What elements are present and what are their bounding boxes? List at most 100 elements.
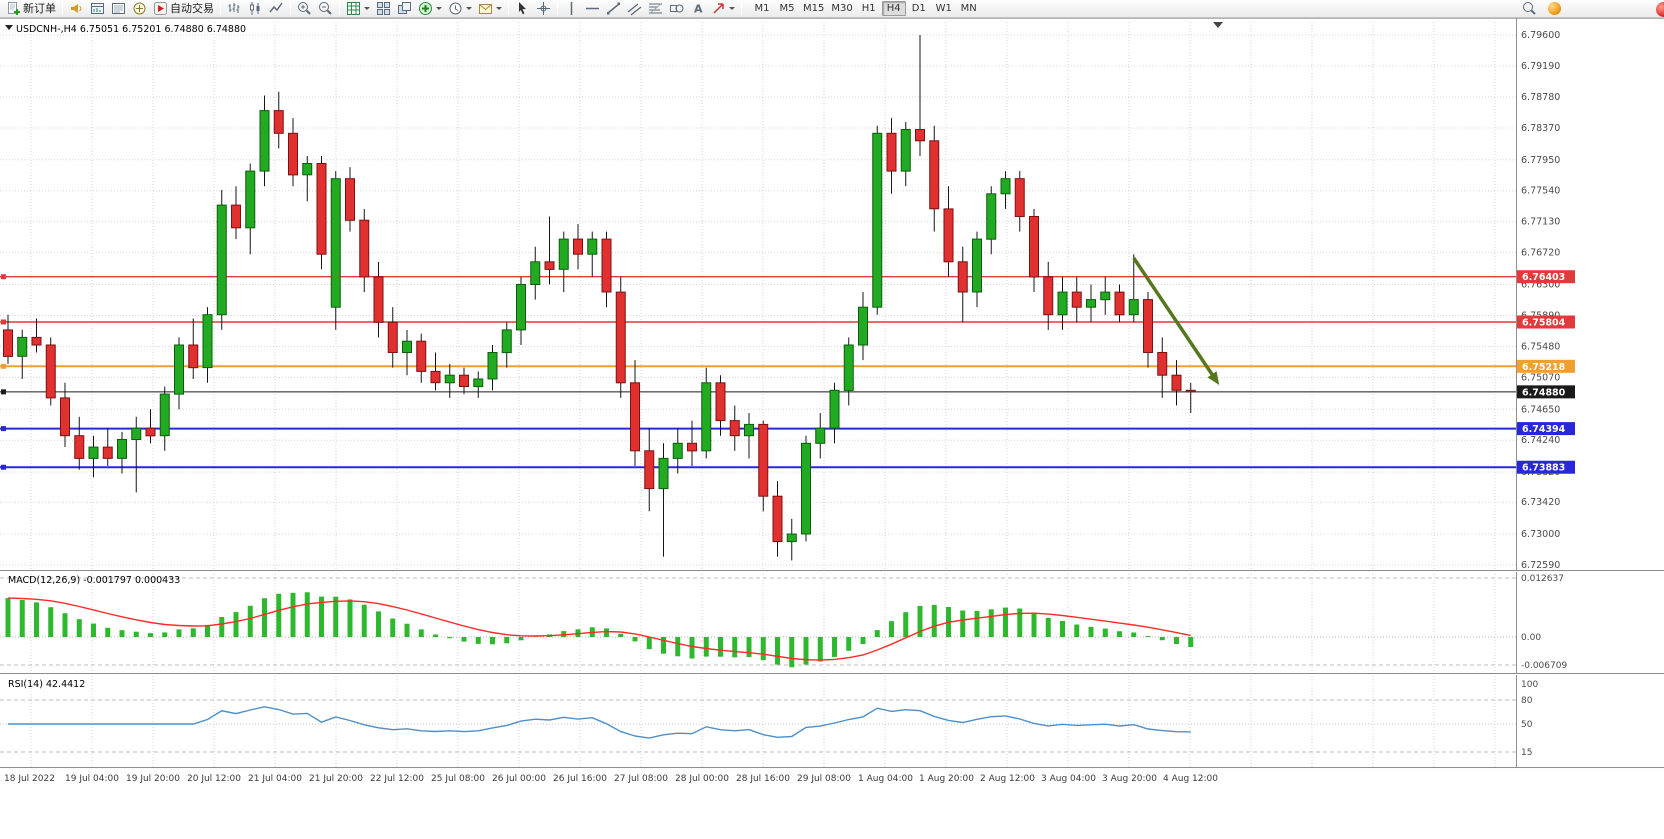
chart-canvas[interactable]: 6.79600 6.79190 6.78780 6.78370 6.77950 6.775… [0, 18, 1664, 839]
rsi-scale-label: 15 [1521, 748, 1532, 758]
candle [744, 423, 754, 437]
timeframe-button-m15[interactable]: M15 [803, 3, 825, 14]
arrows-tool-button[interactable] [708, 1, 738, 17]
new-order-button[interactable]: 新订单 [3, 1, 59, 17]
time-axis[interactable]: 18 Jul 2022 19 Jul 04:00 19 Jul 20:00 20 Ju… [4, 774, 1218, 784]
cursor-button[interactable] [512, 1, 533, 17]
candle [701, 382, 712, 452]
candle [45, 344, 56, 399]
timeframe-button-m30[interactable]: M30 [831, 3, 853, 14]
candle [1157, 352, 1168, 376]
alerts-button[interactable] [66, 1, 87, 17]
candle [573, 238, 583, 255]
candle [615, 291, 626, 384]
market-watch-icon [90, 1, 105, 16]
vertical-line-button[interactable] [561, 1, 582, 17]
toolbar-separator [508, 2, 509, 15]
connection-status-ball[interactable] [1548, 2, 1561, 15]
price-axis-label: 6.78370 [1521, 123, 1560, 134]
toolbar-separator [220, 2, 221, 15]
horizontal-line-object[interactable]: 6.76403 [0, 270, 1575, 284]
horizontal-line-object[interactable]: 6.74394 [0, 422, 1575, 436]
price-axis-label: 6.75480 [1521, 341, 1560, 352]
auto-trading-label: 自动交易 [170, 2, 214, 15]
line-anchor[interactable] [1, 363, 6, 369]
time-axis-label: 22 Jul 12:00 [370, 774, 424, 784]
line-anchor[interactable] [1, 319, 6, 325]
rsi-line [8, 706, 1191, 739]
auto-trading-button[interactable]: 自动交易 [150, 1, 217, 17]
timeframe-button-m1[interactable]: M1 [754, 3, 770, 14]
candle [1185, 389, 1196, 393]
new-chart-button[interactable] [343, 1, 373, 17]
candlestick-chart-button[interactable] [245, 1, 266, 17]
candle [858, 306, 868, 346]
trend-arrow-annotation[interactable] [1132, 257, 1220, 386]
horizontal-line-button[interactable] [582, 1, 603, 17]
candle [231, 204, 241, 229]
line-anchor[interactable] [1, 464, 6, 470]
tile-windows-icon [376, 1, 391, 16]
candle [1014, 178, 1025, 217]
candle [972, 238, 982, 293]
line-anchor[interactable] [1, 389, 6, 395]
horizontal-line-object[interactable]: 6.73883 [0, 460, 1575, 474]
status-ball-red[interactable] [1656, 2, 1664, 17]
line-anchor[interactable] [1, 274, 6, 280]
search-button[interactable] [1519, 1, 1540, 17]
bar-chart-button[interactable] [224, 1, 245, 17]
candle [772, 495, 783, 543]
candle [829, 389, 840, 429]
cursor-icon [519, 2, 526, 15]
candle [1071, 291, 1082, 308]
timeframe-button-mn[interactable]: MN [960, 3, 977, 14]
market-watch-button[interactable] [87, 1, 108, 17]
candle [145, 427, 156, 437]
tile-windows-button[interactable] [373, 1, 394, 17]
line-anchor[interactable] [1, 426, 6, 432]
trendline-button[interactable] [603, 1, 624, 17]
price-axis-label: 6.76300 [1521, 280, 1560, 291]
cascade-windows-button[interactable] [394, 1, 415, 17]
candle [1086, 299, 1096, 308]
candle [117, 439, 127, 459]
zoom-in-button[interactable] [294, 1, 315, 17]
bar-chart-icon [227, 1, 242, 16]
text-tool-button[interactable]: A [687, 1, 708, 17]
navigator-button[interactable] [129, 1, 150, 17]
candle [715, 382, 726, 422]
timeframe-button-m5[interactable]: M5 [779, 3, 795, 14]
price-axis-label: 6.73420 [1521, 497, 1560, 508]
indicators-button[interactable] [415, 1, 445, 17]
channel-button[interactable] [624, 1, 645, 17]
candle [801, 442, 811, 535]
price-axis-label: 6.73000 [1521, 529, 1560, 540]
time-axis-label: 18 Jul 2022 [4, 774, 55, 784]
candle [1100, 291, 1111, 301]
horizontal-line-object[interactable]: 6.75218 [0, 359, 1575, 373]
timeframe-button-w1[interactable]: W1 [935, 3, 952, 14]
price-badge-label: 6.75218 [1522, 362, 1566, 373]
timeframe-button-d1[interactable]: D1 [911, 3, 926, 14]
horizontal-line-object[interactable]: 6.74880 [0, 385, 1575, 399]
fibonacci-button[interactable] [645, 1, 666, 17]
chart-shift-marker[interactable] [1213, 22, 1223, 28]
price-axis-label: 6.72590 [1521, 560, 1560, 571]
chart-ohlc-quotes: 6.75051 6.75201 6.74880 6.74880 [79, 24, 247, 35]
periods-button[interactable] [445, 1, 475, 17]
templates-button[interactable] [475, 1, 505, 17]
timeframe-button-h1[interactable]: H1 [861, 3, 876, 14]
time-axis-label: 28 Jul 00:00 [675, 774, 729, 784]
horizontal-line-object[interactable]: 6.75804 [0, 315, 1575, 329]
price-badge-label: 6.73883 [1522, 463, 1565, 474]
candle [672, 442, 683, 459]
shapes-button[interactable] [666, 1, 687, 17]
timeframe-button-h4[interactable]: H4 [881, 1, 906, 16]
crosshair-button[interactable] [533, 1, 554, 17]
one-click-trading-toggle[interactable] [5, 25, 13, 30]
line-chart-button[interactable] [266, 1, 287, 17]
templates-icon [478, 1, 493, 16]
data-window-button[interactable] [108, 1, 129, 17]
zoom-out-button[interactable] [315, 1, 336, 17]
new-order-icon [6, 1, 21, 16]
